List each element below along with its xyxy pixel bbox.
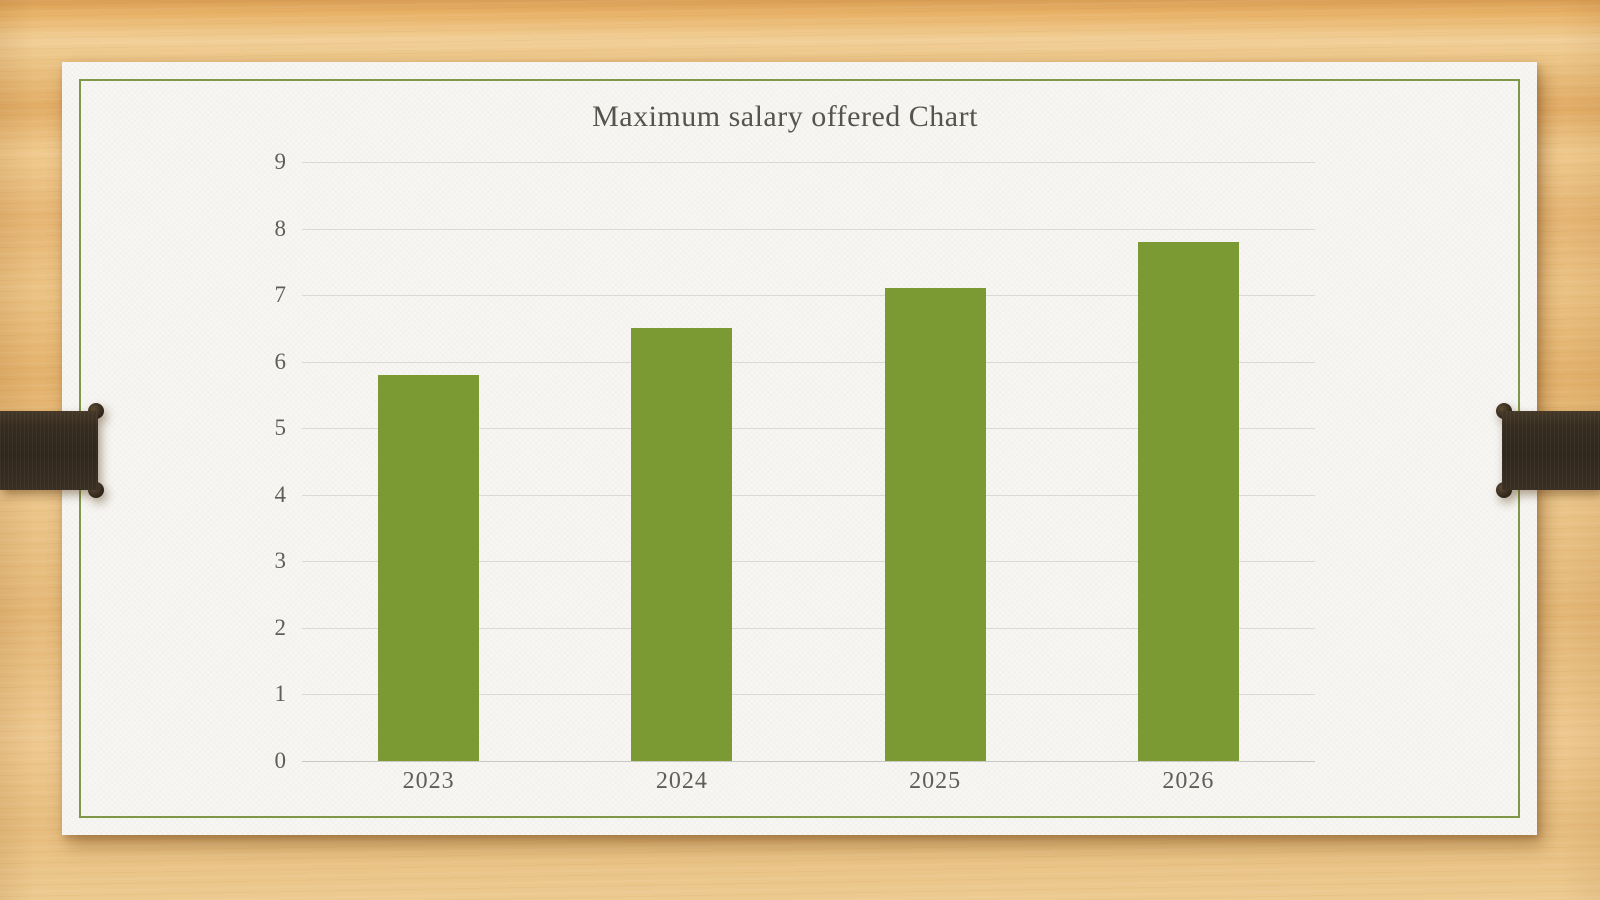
y-tick-label: 6 bbox=[274, 348, 287, 374]
gridline bbox=[302, 627, 1315, 629]
chart-title: Maximum salary offered Chart bbox=[592, 100, 978, 133]
y-tick-label: 7 bbox=[274, 282, 287, 308]
y-tick-label: 5 bbox=[274, 415, 287, 441]
y-tick-label: 0 bbox=[274, 748, 287, 773]
gridline bbox=[302, 761, 1315, 762]
right-strap bbox=[1496, 403, 1600, 498]
bar-2025 bbox=[884, 288, 986, 761]
right-strap-face bbox=[1502, 411, 1600, 490]
y-tick-label: 1 bbox=[274, 681, 287, 707]
left-strap-face bbox=[0, 411, 98, 490]
x-tick-label: 2023 bbox=[402, 768, 455, 794]
gridline bbox=[302, 694, 1315, 696]
y-tick-label: 8 bbox=[274, 215, 287, 241]
x-tick-label: 2026 bbox=[1162, 768, 1215, 794]
x-tick-label: 2025 bbox=[909, 768, 962, 794]
x-tick-label: 2024 bbox=[655, 768, 708, 794]
bar-2023 bbox=[378, 374, 480, 761]
y-axis-labels: 0 1 2 3 4 5 6 7 8 9 bbox=[242, 149, 287, 773]
left-strap bbox=[0, 403, 104, 498]
y-tick-label: 4 bbox=[274, 481, 287, 507]
gridline bbox=[302, 494, 1315, 496]
x-axis-labels: 2023 2024 2025 2026 bbox=[302, 761, 1315, 795]
gridline bbox=[302, 361, 1315, 363]
gridline bbox=[302, 428, 1315, 430]
y-tick-label: 3 bbox=[274, 548, 287, 574]
gridline bbox=[302, 295, 1315, 297]
y-tick-label: 2 bbox=[274, 614, 287, 640]
gridline bbox=[302, 228, 1315, 230]
bar-2024 bbox=[631, 328, 733, 761]
bar-2026 bbox=[1137, 241, 1239, 761]
slide-card bbox=[62, 62, 1537, 835]
gridline bbox=[302, 561, 1315, 563]
plot-area: 0 1 2 3 4 5 6 7 8 9 2023 2024 2025 2026 bbox=[275, 149, 1315, 794]
gridline bbox=[302, 162, 1315, 163]
y-tick-label: 9 bbox=[274, 149, 287, 174]
